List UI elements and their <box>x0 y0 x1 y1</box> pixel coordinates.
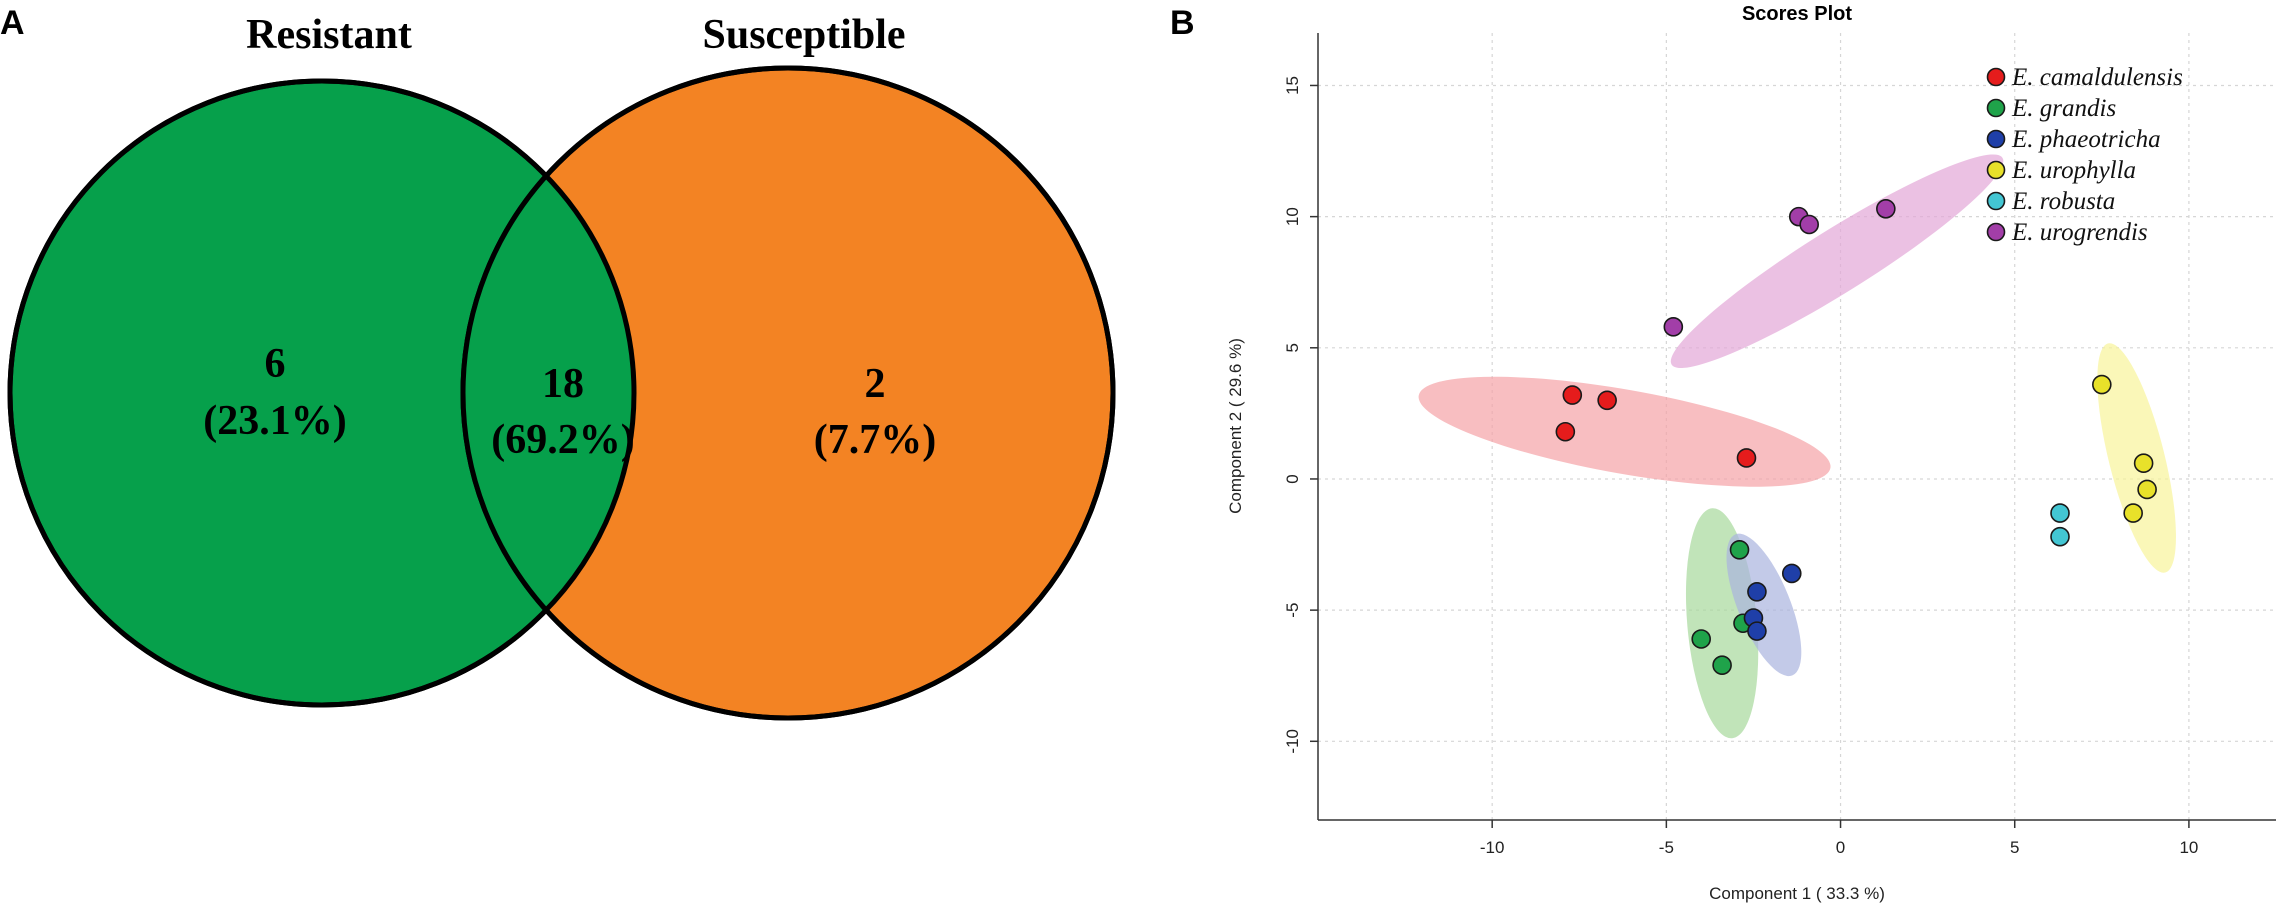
y-tick-label: 15 <box>1283 76 1302 95</box>
legend-label: E. camaldulensis <box>2011 64 2183 91</box>
legend-label: E. urogrendis <box>2011 219 2148 246</box>
y-tick-label: -10 <box>1283 729 1302 754</box>
plot-legend: E. camaldulensis E. grandis E. phaeotricha… <box>1986 64 2183 246</box>
venn-set-label-susceptible: Susceptible <box>702 12 905 58</box>
venn-percent-both: (69.2%) <box>491 417 634 463</box>
score-point <box>1597 390 1617 411</box>
venn-count-susceptible-only: 2 <box>865 361 886 407</box>
x-axis-ticks: -10 -5 0 5 10 <box>1480 820 2198 857</box>
y-tick-label: -5 <box>1283 603 1302 618</box>
venn-diagram: Resistant Susceptible 6 (23.1%) 18 (69.2… <box>7 12 1116 721</box>
score-point <box>1799 214 1819 235</box>
y-tick-label: 0 <box>1283 474 1302 483</box>
score-point <box>1691 629 1711 649</box>
score-point <box>1747 621 1767 641</box>
plot-points <box>1555 198 2157 676</box>
score-point <box>2092 374 2112 395</box>
legend-marker <box>1986 160 2006 180</box>
score-point <box>2133 453 2154 474</box>
scores-plot-title: Scores Plot <box>1742 3 1852 25</box>
y-tick-label: 10 <box>1283 207 1302 226</box>
x-tick-label: 0 <box>1836 838 1845 857</box>
score-point <box>2137 479 2157 500</box>
venn-outline-susceptible <box>460 65 1116 721</box>
y-axis-ticks: -10 -5 0 5 10 15 <box>1283 76 1318 754</box>
score-point <box>2050 526 2070 547</box>
confidence-ellipse <box>1726 533 1802 677</box>
legend-marker <box>1986 98 2006 118</box>
score-point <box>1781 563 1802 584</box>
score-point <box>1663 317 1684 337</box>
x-axis-label: Component 1 ( 33.3 %) <box>1709 884 1885 903</box>
legend-marker <box>1986 191 2006 211</box>
y-tick-label: 5 <box>1283 343 1302 352</box>
score-point <box>1562 385 1583 405</box>
legend-label: E. phaeotricha <box>2011 126 2161 153</box>
scores-plot: -10 -5 0 5 10 -10 -5 0 5 10 15 Component 1 ( 33.3… <box>1226 33 2276 903</box>
legend-marker <box>1986 129 2006 149</box>
panel-a-letter: A <box>0 4 25 42</box>
x-tick-label: -10 <box>1480 838 1505 857</box>
confidence-ellipse <box>1670 154 2004 369</box>
score-point <box>1736 448 1757 468</box>
score-point <box>1729 539 1750 560</box>
venn-outline-resistant <box>7 78 637 708</box>
venn-set-label-resistant: Resistant <box>246 12 412 58</box>
confidence-ellipse <box>1418 376 1831 487</box>
legend-label: E. urophylla <box>2011 157 2136 184</box>
score-point <box>2050 503 2070 523</box>
legend-label: E. grandis <box>2011 95 2116 122</box>
venn-count-resistant-only: 6 <box>265 341 286 387</box>
x-tick-label: 5 <box>2010 838 2019 857</box>
x-tick-label: -5 <box>1659 838 1674 857</box>
venn-count-both: 18 <box>542 361 584 407</box>
legend-label: E. robusta <box>2011 188 2115 215</box>
legend-marker <box>1986 67 2006 87</box>
legend-marker <box>1986 222 2006 242</box>
x-tick-label: 10 <box>2179 838 2198 857</box>
venn-percent-resistant-only: (23.1%) <box>203 398 346 444</box>
venn-percent-susceptible-only: (7.7%) <box>814 417 936 463</box>
y-axis-label: Component 2 ( 29.6 %) <box>1226 338 1245 514</box>
score-point <box>1555 421 1576 442</box>
score-point <box>1876 198 1896 219</box>
panel-b-letter: B <box>1170 4 1195 42</box>
score-point <box>2123 503 2143 523</box>
score-point <box>1712 655 1732 676</box>
score-point <box>1747 581 1767 602</box>
